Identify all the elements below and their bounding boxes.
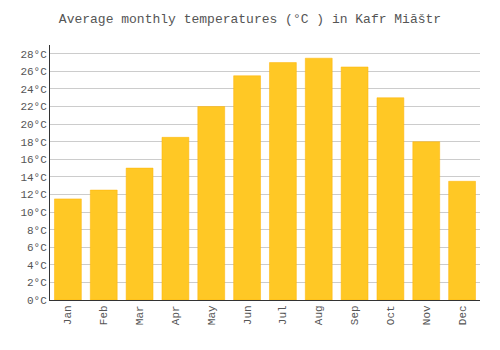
svg-text:4°C: 4°C [27,260,47,272]
svg-text:20°C: 20°C [20,119,47,131]
svg-text:Nov: Nov [421,305,433,325]
svg-text:24°C: 24°C [20,84,47,96]
svg-text:Average monthly temperatures (: Average monthly temperatures (°C ) in Ka… [59,12,441,27]
svg-text:Jul: Jul [277,305,289,325]
svg-text:28°C: 28°C [20,49,47,61]
svg-text:16°C: 16°C [20,154,47,166]
svg-text:Feb: Feb [98,305,110,325]
svg-text:2°C: 2°C [27,277,47,289]
svg-text:Apr: Apr [170,305,182,325]
svg-text:8°C: 8°C [27,225,47,237]
svg-text:Dec: Dec [457,305,469,325]
svg-text:12°C: 12°C [20,189,47,201]
svg-text:18°C: 18°C [20,137,47,149]
svg-text:Oct: Oct [385,305,397,325]
svg-text:Mar: Mar [134,305,146,325]
svg-text:Jun: Jun [242,305,254,325]
svg-text:26°C: 26°C [20,66,47,78]
svg-text:14°C: 14°C [20,172,47,184]
svg-text:Jan: Jan [62,305,74,325]
svg-text:May: May [206,305,218,325]
svg-text:22°C: 22°C [20,101,47,113]
svg-text:Sep: Sep [349,305,361,325]
svg-text:10°C: 10°C [20,207,47,219]
svg-text:Aug: Aug [313,305,325,325]
svg-text:6°C: 6°C [27,242,47,254]
svg-text:0°C: 0°C [27,295,47,307]
